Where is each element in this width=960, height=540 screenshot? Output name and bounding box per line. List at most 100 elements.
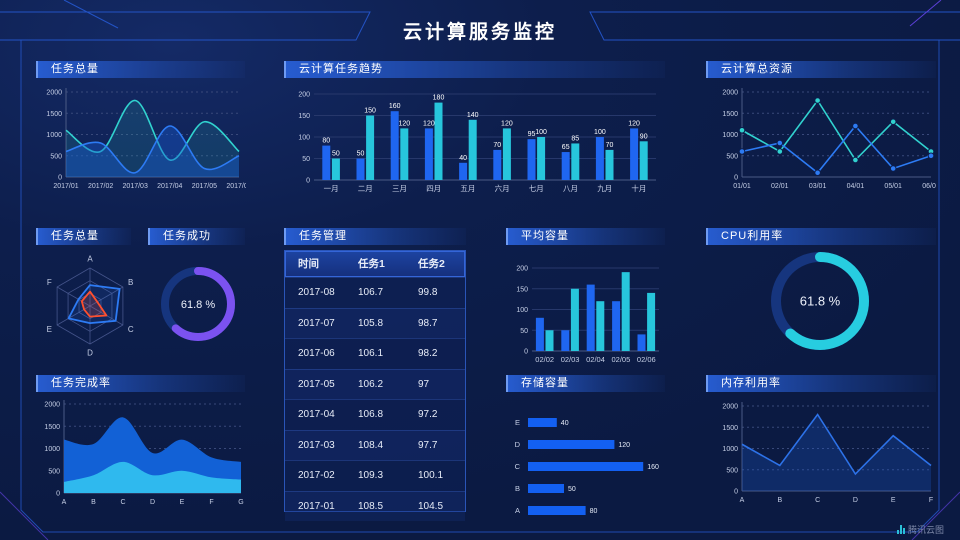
svg-text:A: A: [740, 497, 745, 504]
svg-text:120: 120: [501, 120, 513, 127]
svg-text:01/01: 01/01: [733, 183, 751, 190]
svg-text:D: D: [515, 440, 521, 449]
table-cell: 99.8: [418, 287, 438, 298]
svg-text:85: 85: [571, 135, 579, 142]
svg-text:1000: 1000: [46, 132, 62, 139]
svg-text:50: 50: [568, 486, 576, 493]
panel-header-task-completion: 任务完成率: [36, 375, 245, 392]
svg-text:E: E: [891, 497, 896, 504]
svg-text:100: 100: [594, 129, 606, 136]
task-table: 时间 任务1 任务2 2017-08 106.7 99.8 2017-07 105.8 98.7…: [284, 250, 466, 521]
table-cell: 106.2: [358, 378, 384, 390]
table-cell: 106.7: [358, 287, 384, 298]
table-cell: 100.1: [418, 470, 444, 481]
svg-text:C: C: [515, 462, 521, 471]
panel-header-memory-usage: 内存利用率: [706, 375, 936, 392]
storage-capacity-hbar-chart: E 40 D 120 C 160 B 50 A 80: [515, 418, 659, 515]
svg-text:180: 180: [433, 95, 445, 102]
svg-text:九月: 九月: [597, 184, 612, 193]
svg-text:2017/02: 2017/02: [88, 183, 113, 190]
panel-header-task-table: 任务管理: [284, 228, 466, 245]
svg-text:1000: 1000: [722, 446, 738, 453]
svg-text:B: B: [91, 499, 96, 506]
svg-text:2017/05: 2017/05: [192, 183, 217, 190]
svg-text:D: D: [150, 499, 155, 506]
table-cell: 109.3: [358, 470, 384, 481]
table-header-cell: 任务1: [358, 258, 385, 270]
svg-text:06/01: 06/01: [922, 183, 936, 190]
svg-text:五月: 五月: [460, 184, 475, 193]
svg-text:160: 160: [389, 103, 401, 110]
svg-text:50: 50: [357, 151, 365, 158]
panel-header-cpu-usage: CPU利用率: [706, 228, 936, 245]
svg-text:70: 70: [493, 142, 501, 149]
svg-text:120: 120: [628, 120, 640, 127]
table-row: 2017-04 106.8 97.2: [285, 399, 465, 430]
svg-text:40: 40: [561, 420, 569, 427]
svg-text:02/02: 02/02: [535, 355, 554, 364]
svg-text:65: 65: [562, 144, 570, 151]
panel-header-task-success: 任务成功: [148, 228, 245, 245]
svg-text:03/01: 03/01: [809, 183, 827, 190]
svg-text:90: 90: [640, 133, 648, 140]
table-cell: 2017-05: [298, 378, 335, 390]
table-header-cell: 时间: [298, 258, 319, 270]
table-cell: 108.5: [358, 500, 384, 512]
svg-text:A: A: [87, 255, 93, 264]
svg-text:02/03: 02/03: [561, 355, 580, 364]
task-completion-area-chart: 0 500 1000 1500 2000 A B C D E F G: [44, 400, 244, 506]
svg-text:150: 150: [298, 113, 310, 120]
svg-text:八月: 八月: [563, 184, 578, 193]
svg-text:1500: 1500: [722, 111, 738, 118]
table-row: 2017-05 106.2 97: [285, 368, 465, 399]
svg-text:0: 0: [58, 175, 62, 182]
table-cell: 2017-03: [298, 439, 335, 451]
table-header-row: 时间 任务1 任务2: [285, 251, 465, 277]
task-success-gauge: 61.8 %: [161, 267, 235, 341]
svg-text:F: F: [209, 499, 213, 506]
svg-text:F: F: [47, 278, 52, 287]
svg-text:一月: 一月: [324, 184, 339, 193]
page-title: 云计算服务监控: [402, 22, 557, 43]
svg-text:1500: 1500: [722, 425, 738, 432]
watermark: 腾讯云图: [897, 523, 944, 536]
svg-text:61.8 %: 61.8 %: [800, 294, 841, 309]
svg-text:0: 0: [306, 178, 310, 185]
svg-text:2017/04: 2017/04: [157, 183, 182, 190]
memory-usage-line-chart: 0 500 1000 1500 2000 A B C D E F: [722, 402, 933, 504]
table-cell: 97.7: [418, 439, 438, 451]
svg-text:B: B: [777, 497, 782, 504]
svg-text:150: 150: [364, 108, 376, 115]
svg-text:50: 50: [302, 156, 310, 163]
svg-text:95: 95: [528, 131, 536, 138]
svg-text:C: C: [120, 499, 125, 506]
svg-text:D: D: [87, 349, 93, 358]
svg-text:1500: 1500: [46, 111, 62, 118]
svg-text:50: 50: [520, 328, 528, 335]
panel-header-avg-capacity: 平均容量: [506, 228, 665, 245]
cloud-task-trend-bar-chart: 050100150200一月8050二月50150三月160120四月12018…: [298, 92, 656, 193]
table-cell: 98.7: [418, 317, 438, 329]
svg-text:E: E: [180, 499, 185, 506]
svg-text:A: A: [62, 499, 67, 506]
svg-text:2000: 2000: [722, 404, 738, 411]
svg-text:100: 100: [516, 307, 528, 314]
avg-capacity-bar-chart: 0 50 100 150 200 02/02 02/03 02/04 02/05 02/06: [516, 266, 659, 364]
svg-text:2000: 2000: [44, 402, 60, 409]
table-cell: 2017-08: [298, 287, 335, 298]
table-cell: 106.8: [358, 409, 384, 420]
svg-text:十月: 十月: [631, 183, 646, 193]
svg-text:02/01: 02/01: [771, 183, 789, 190]
svg-text:200: 200: [298, 92, 310, 99]
svg-text:六月: 六月: [495, 183, 510, 193]
table-row: 2017-03 108.4 97.7: [285, 429, 465, 460]
table-cell: 2017-04: [298, 409, 335, 420]
task-total-radar-chart: A B C D E F: [47, 255, 134, 358]
table-header-cell: 任务2: [418, 258, 445, 270]
table-row: 2017-01 108.5 104.5: [285, 490, 465, 521]
svg-text:三月: 三月: [392, 184, 407, 193]
svg-text:04/01: 04/01: [847, 183, 865, 190]
svg-text:E: E: [515, 418, 520, 427]
svg-text:70: 70: [606, 142, 614, 149]
table-cell: 2017-01: [298, 500, 335, 512]
